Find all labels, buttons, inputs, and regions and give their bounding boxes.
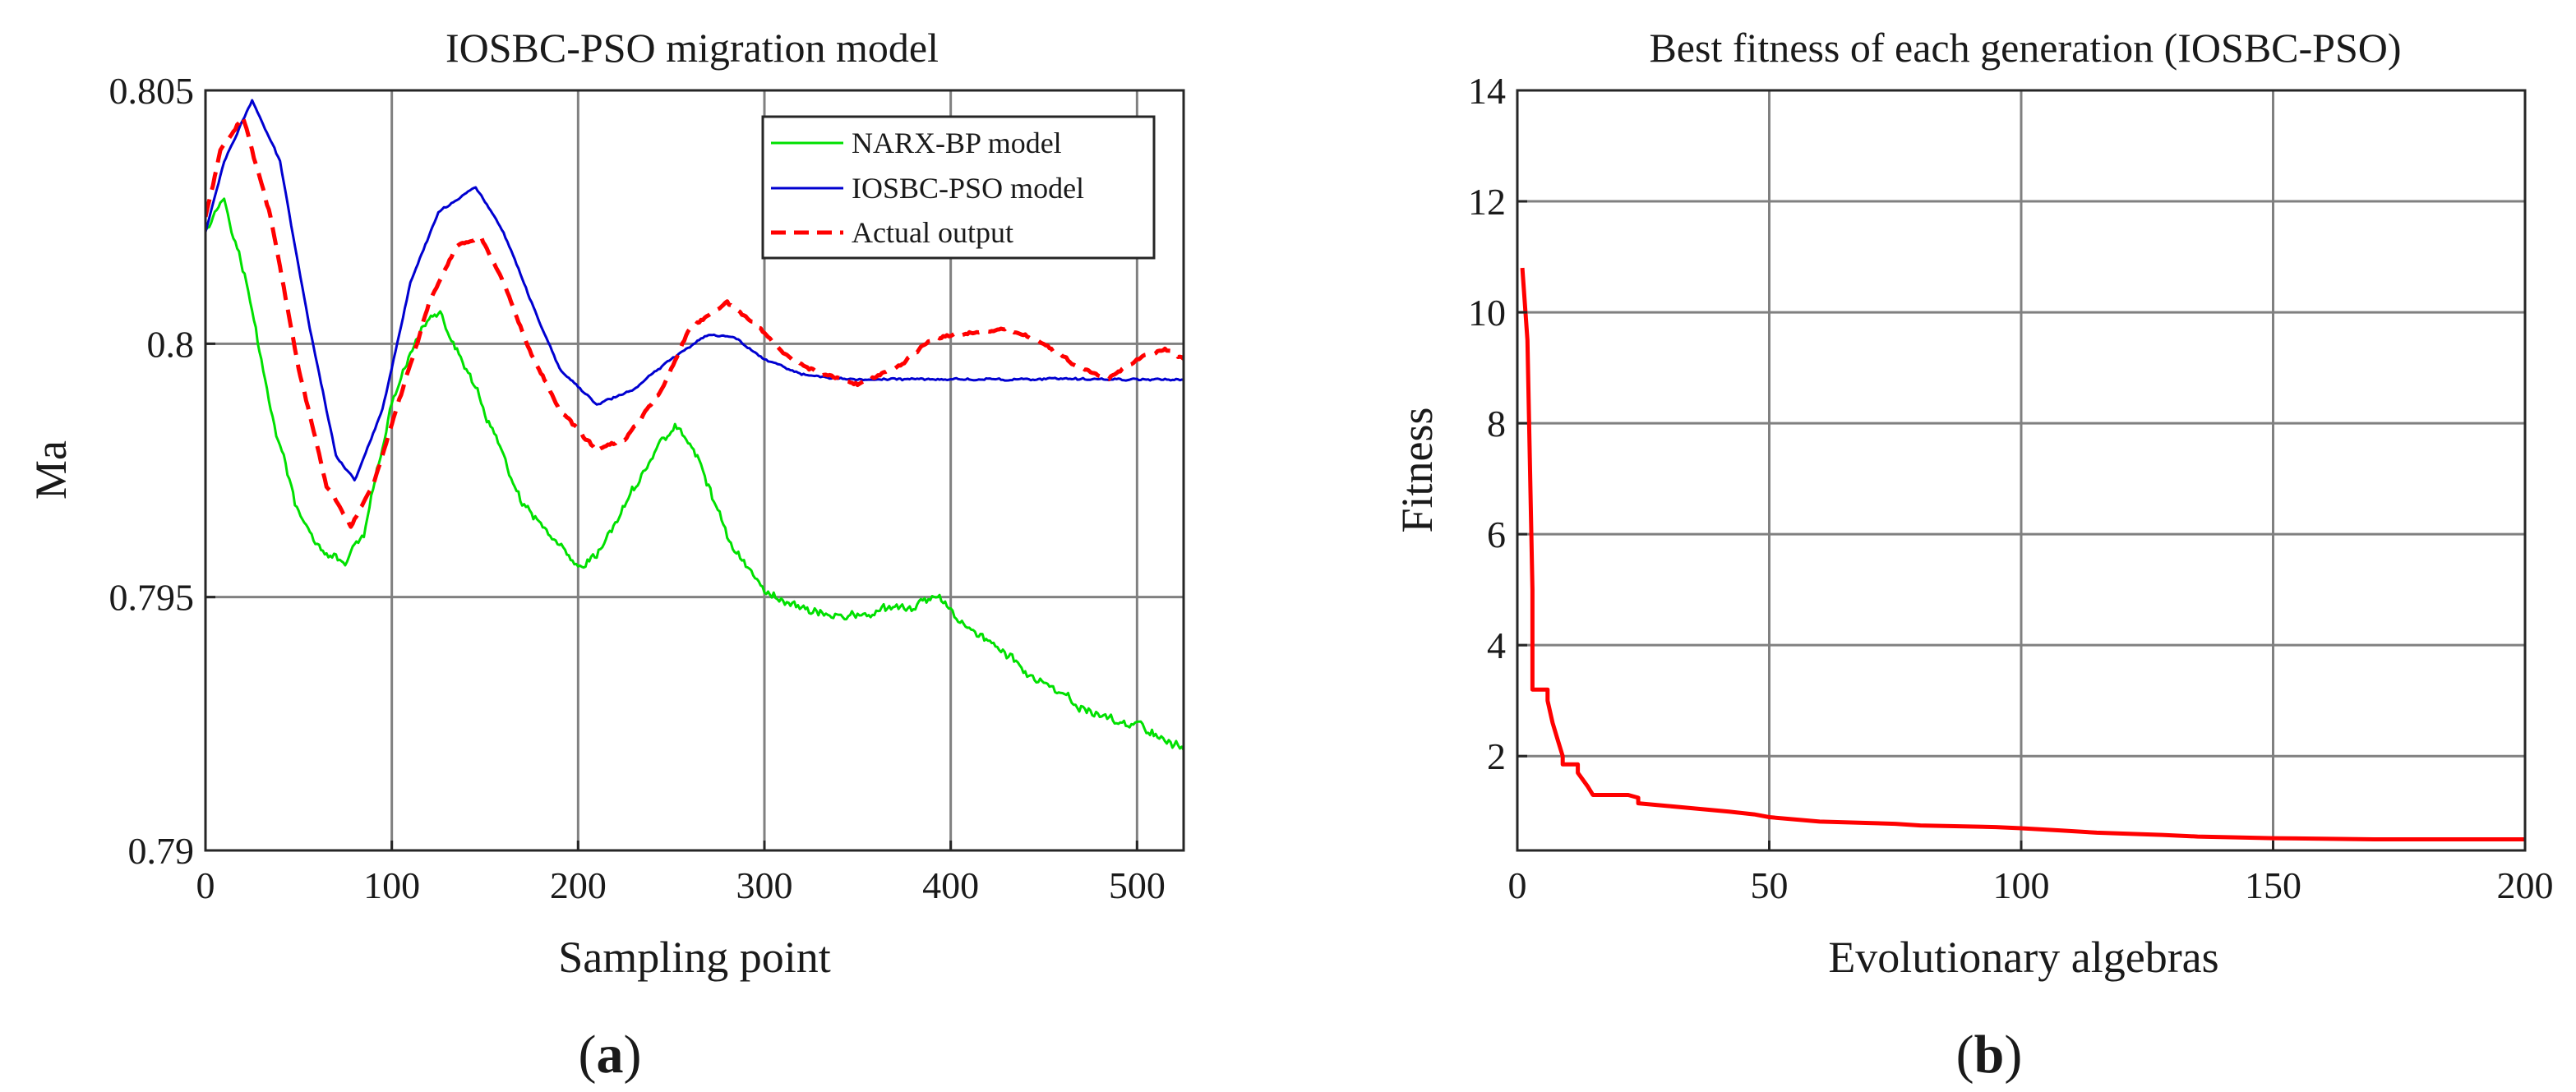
chart-b-xtick-label-50: 50	[1751, 864, 1789, 906]
legend-label-iosbc-pso: IOSBC-PSO model	[852, 172, 1084, 205]
chart-a-legend: NARX-BP model IOSBC-PSO model Actual out…	[761, 115, 1156, 260]
chart-b-xtick-label-100: 100	[1993, 864, 2050, 906]
chart-a-xtick-label-100: 100	[363, 864, 420, 906]
legend-label-actual-output: Actual output	[852, 216, 1013, 249]
panel-label-a-letter: a	[597, 1025, 624, 1085]
panel-label-b-open: (	[1956, 1025, 1974, 1085]
chart-b-ytick-label-12: 12	[1468, 181, 1506, 223]
chart-a: IOSBC-PSO migration model 0 100 200 300 400 5…	[26, 25, 1185, 1085]
chart-a-xtick-label-400: 400	[922, 864, 979, 906]
chart-b-ytick-label-6: 6	[1487, 514, 1506, 555]
chart-a-xlabel: Sampling point	[558, 933, 831, 982]
panel-label-b-letter: b	[1974, 1025, 2005, 1085]
chart-b-grid	[1517, 90, 2525, 850]
panel-label-a-close: )	[624, 1025, 642, 1085]
chart-b-ytick-label-14: 14	[1468, 70, 1506, 112]
chart-b-xtick-label-0: 0	[1508, 864, 1527, 906]
chart-a-xtick-label-300: 300	[736, 864, 793, 906]
chart-b-xtick-label-150: 150	[2245, 864, 2301, 906]
chart-b-xtick-label-200: 200	[2497, 864, 2554, 906]
chart-a-ylabel: Ma	[26, 440, 76, 500]
panel-label-a: (a)	[579, 1025, 642, 1085]
panel-label-b-close: )	[2004, 1025, 2022, 1085]
legend-label-narx-bp: NARX-BP model	[852, 127, 1062, 159]
panel-label-a-open: (	[579, 1025, 597, 1085]
chart-b-ytick-label-10: 10	[1468, 292, 1506, 334]
chart-a-ytick-label-0.8: 0.8	[147, 323, 195, 365]
chart-a-xtick-label-0: 0	[196, 864, 215, 906]
chart-b-plot-area	[1520, 267, 2525, 841]
panel-label-b: (b)	[1956, 1025, 2023, 1085]
chart-b-ytick-label-4: 4	[1487, 624, 1506, 666]
chart-a-xtick-label-200: 200	[550, 864, 607, 906]
chart-b-xlabel: Evolutionary algebras	[1828, 933, 2218, 982]
chart-a-ytick-label-0.805: 0.805	[109, 70, 195, 112]
chart-a-plot-area	[205, 99, 1184, 751]
chart-b-ytick-label-2: 2	[1487, 735, 1506, 777]
chart-b-ylabel: Fitness	[1392, 407, 1442, 532]
series-line-best-fitness	[1520, 267, 2525, 841]
series-line-iosbc-pso-model	[205, 99, 1184, 481]
chart-a-ytick-label-0.795: 0.795	[109, 577, 195, 619]
chart-a-frame	[204, 89, 1185, 852]
chart-a-title: IOSBC-PSO migration model	[445, 25, 939, 71]
chart-a-ytick-label-0.79: 0.79	[128, 830, 195, 872]
chart-b-title: Best fitness of each generation (IOSBC-P…	[1649, 25, 2401, 71]
chart-b-ytick-label-8: 8	[1487, 403, 1506, 445]
chart-b-ticks: 0 50 100 150 200 2 4 6 8 10 12 14	[1468, 70, 2554, 906]
chart-a-ticks: 0 100 200 300 400 500 0.79 0.795 0.8 0.805	[109, 70, 1166, 906]
series-line-narx-bp-model	[205, 197, 1184, 751]
series-line-actual-output	[205, 114, 1184, 529]
chart-b: Best fitness of each generation (IOSBC-P…	[1392, 25, 2554, 1085]
chart-a-xtick-label-500: 500	[1109, 864, 1166, 906]
